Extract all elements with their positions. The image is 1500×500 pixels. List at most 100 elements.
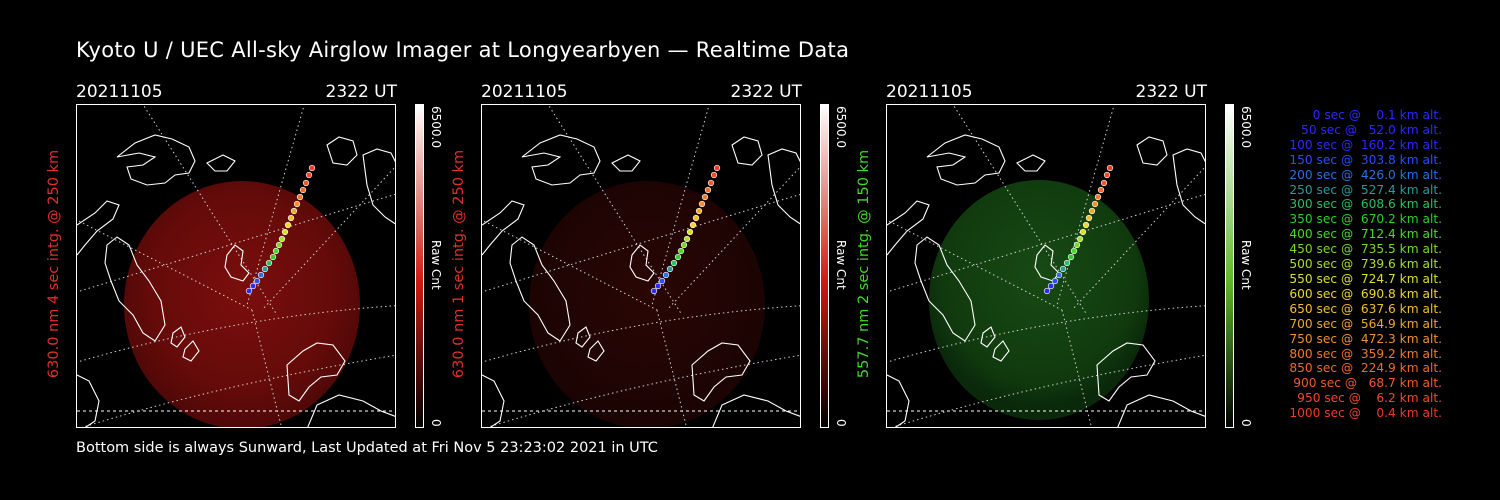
- trajectory-point: [257, 271, 265, 279]
- allsky-image: [481, 104, 801, 428]
- coastline: [482, 374, 505, 427]
- coastline: [104, 236, 166, 342]
- colorbar-min: 0: [834, 419, 848, 427]
- grid-line: [887, 219, 1063, 311]
- trajectory-point: [692, 214, 700, 222]
- legend-item: 150 sec @ 303.8 km alt.: [1285, 152, 1442, 167]
- legend-item: 750 sec @ 472.3 km alt.: [1285, 331, 1442, 346]
- panel-ylabel: 630.0 nm 4 sec intg. @ 250 km: [46, 149, 62, 379]
- trajectory-point: [249, 282, 257, 290]
- trajectory-point: [707, 179, 715, 187]
- trajectory-point: [299, 186, 307, 194]
- coastline: [914, 236, 976, 342]
- coastline: [575, 326, 591, 348]
- image-panel-3: 20211105 2322 UT 557.7 nm 2 sec intg. @ …: [856, 82, 1286, 432]
- coastline: [691, 342, 751, 402]
- grid-line: [142, 105, 278, 316]
- trajectory-point: [1063, 259, 1071, 267]
- coastline: [362, 148, 395, 225]
- trajectory-point: [1082, 221, 1090, 229]
- panel-ylabel: 557.7 nm 2 sec intg. @ 150 km: [856, 149, 872, 379]
- grid-line: [952, 105, 1088, 316]
- coastline: [521, 134, 601, 186]
- panel-ylabel: 630.0 nm 1 sec intg. @ 250 km: [451, 149, 467, 379]
- trajectory-point: [287, 214, 295, 222]
- legend-item: 500 sec @ 739.6 km alt.: [1285, 257, 1442, 272]
- legend-item: 450 sec @ 735.5 km alt.: [1285, 242, 1442, 257]
- trajectory-point: [680, 241, 688, 249]
- legend-item: 600 sec @ 690.8 km alt.: [1285, 286, 1442, 301]
- trajectory-point: [1085, 214, 1093, 222]
- trajectory-point: [272, 247, 280, 255]
- colorbar-unit: Raw Cnt: [1239, 240, 1253, 290]
- legend-item: 900 sec @ 68.7 km alt.: [1289, 376, 1442, 391]
- coastline: [926, 134, 1006, 186]
- grid-line: [261, 166, 395, 311]
- coastline: [587, 340, 605, 362]
- allsky-image: [76, 104, 396, 428]
- coastline: [182, 340, 200, 362]
- colorbar-max: 6500.0: [429, 106, 443, 148]
- trajectory-point: [1070, 247, 1078, 255]
- trajectory-point: [674, 253, 682, 261]
- panel-time: 2322 UT: [1135, 82, 1208, 102]
- panel-time: 2322 UT: [325, 82, 398, 102]
- trajectory-point: [713, 164, 721, 172]
- trajectory-point: [269, 253, 277, 261]
- grid-line: [1071, 166, 1205, 311]
- coastline: [326, 136, 358, 166]
- coastline: [509, 236, 571, 342]
- trajectory-point: [281, 228, 289, 236]
- airglow-emission: [929, 180, 1149, 420]
- trajectory-point: [686, 228, 694, 236]
- trajectory-point: [308, 164, 316, 172]
- legend-item: 200 sec @ 426.0 km alt.: [1285, 167, 1442, 182]
- trajectory: [245, 164, 316, 295]
- trajectory-point: [305, 171, 313, 179]
- panel-date: 20211105: [481, 82, 568, 102]
- trajectory-point: [1073, 241, 1081, 249]
- trajectory-point: [1043, 287, 1051, 295]
- grid-line: [666, 166, 800, 311]
- trajectory-point: [662, 271, 670, 279]
- coastline: [611, 154, 641, 172]
- coastline: [712, 394, 800, 427]
- grid-lines: [77, 105, 395, 427]
- trajectory-point: [677, 247, 685, 255]
- trajectory-point: [1051, 277, 1059, 285]
- trajectory-point: [296, 193, 304, 201]
- legend-item: 100 sec @ 160.2 km alt.: [1285, 137, 1442, 152]
- grid-line: [547, 105, 683, 316]
- trajectory-point: [278, 235, 286, 243]
- legend-item: 550 sec @ 724.7 km alt.: [1285, 271, 1442, 286]
- legend-item: 1000 sec @ 0.4 km alt.: [1289, 406, 1442, 421]
- legend-item: 50 sec @ 52.0 km alt.: [1293, 122, 1442, 137]
- coastline: [1016, 154, 1046, 172]
- trajectory-point: [698, 200, 706, 208]
- coastline: [767, 148, 800, 225]
- grid-line: [1056, 105, 1115, 306]
- airglow-emission: [124, 181, 360, 427]
- coastline: [307, 394, 395, 427]
- allsky-image: [886, 104, 1206, 428]
- trajectory-point: [265, 259, 273, 267]
- colorbar-min: 0: [1239, 419, 1253, 427]
- trajectory-point: [710, 171, 718, 179]
- colorbar: [820, 104, 829, 428]
- trajectory-point: [1106, 164, 1114, 172]
- map-svg: [887, 105, 1205, 427]
- legend-item: 0 sec @ 0.1 km alt.: [1301, 108, 1442, 122]
- grid-line: [77, 305, 395, 363]
- trajectory-point: [1100, 179, 1108, 187]
- grid-line: [482, 305, 800, 363]
- grid-line: [77, 193, 395, 293]
- trajectory-point: [293, 200, 301, 208]
- map-svg: [482, 105, 800, 427]
- trajectory: [650, 164, 721, 295]
- trajectory-point: [284, 221, 292, 229]
- trajectory-point: [275, 241, 283, 249]
- map-svg: [77, 105, 395, 427]
- coastline: [77, 200, 120, 256]
- coastline: [992, 340, 1010, 362]
- colorbar-unit: Raw Cnt: [834, 240, 848, 290]
